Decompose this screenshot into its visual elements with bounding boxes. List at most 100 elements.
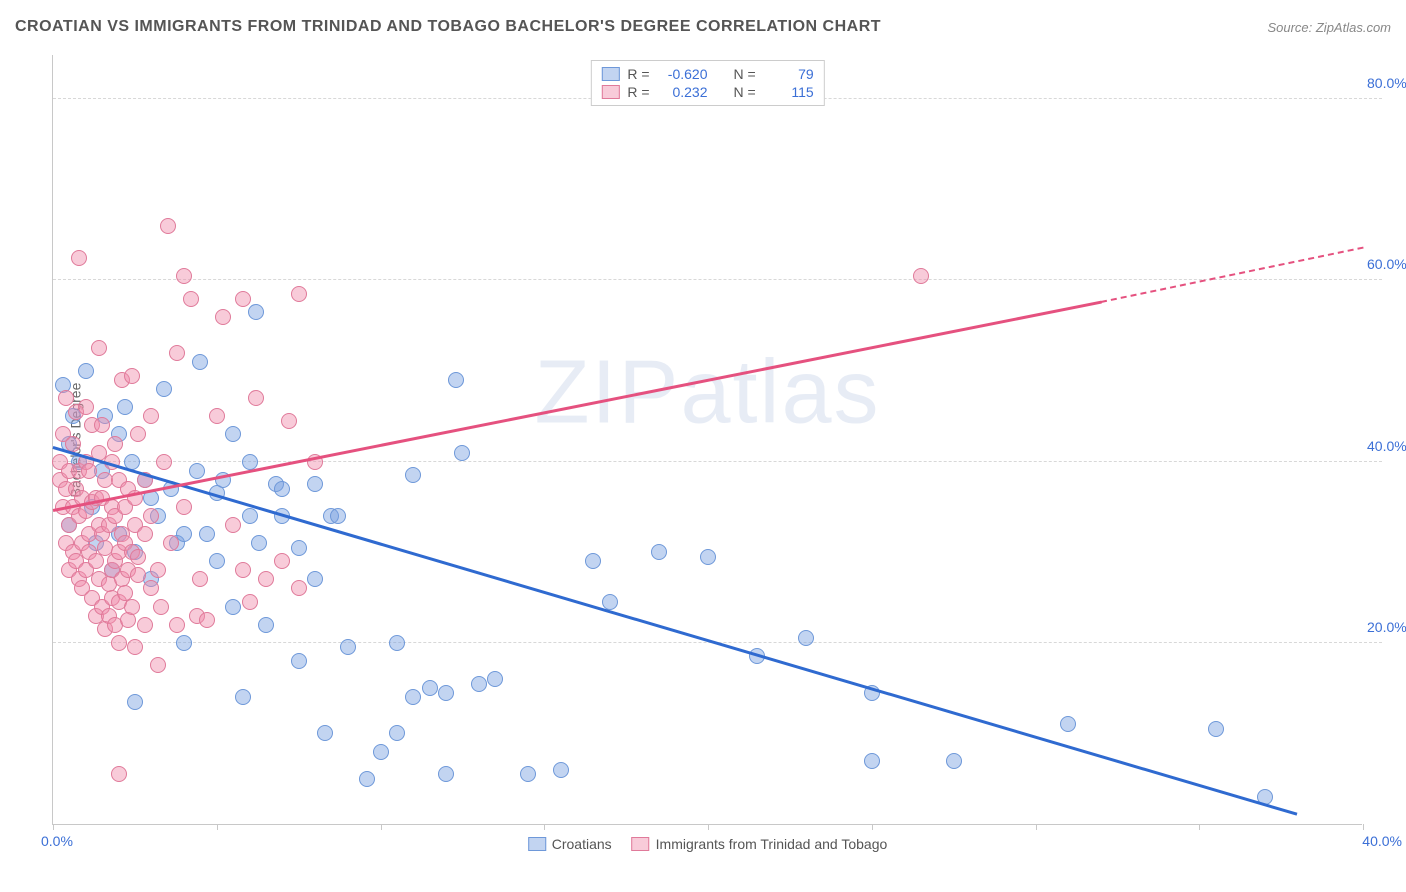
data-point xyxy=(330,508,346,524)
swatch-icon xyxy=(632,837,650,851)
data-point xyxy=(150,562,166,578)
data-point xyxy=(137,617,153,633)
data-point xyxy=(291,286,307,302)
data-point xyxy=(389,635,405,651)
data-point xyxy=(520,766,536,782)
data-point xyxy=(242,508,258,524)
data-point xyxy=(258,571,274,587)
data-point xyxy=(137,526,153,542)
data-point xyxy=(291,653,307,669)
stat-n-label: N = xyxy=(734,66,756,82)
x-end-label: 40.0% xyxy=(1362,833,1402,849)
data-point xyxy=(192,354,208,370)
data-point xyxy=(225,599,241,615)
series-legend: Croatians Immigrants from Trinidad and T… xyxy=(528,836,888,852)
data-point xyxy=(291,580,307,596)
data-point xyxy=(235,689,251,705)
y-tick-label: 80.0% xyxy=(1367,75,1406,91)
data-point xyxy=(454,445,470,461)
data-point xyxy=(242,454,258,470)
data-point xyxy=(248,304,264,320)
data-point xyxy=(192,571,208,587)
x-tick xyxy=(1036,824,1037,830)
data-point xyxy=(274,481,290,497)
data-point xyxy=(242,594,258,610)
data-point xyxy=(78,363,94,379)
data-point xyxy=(176,499,192,515)
data-point xyxy=(78,399,94,415)
data-point xyxy=(176,268,192,284)
trend-line xyxy=(53,446,1298,815)
data-point xyxy=(307,571,323,587)
data-point xyxy=(235,291,251,307)
data-point xyxy=(91,340,107,356)
stat-r-label: R = xyxy=(627,84,649,100)
data-point xyxy=(864,753,880,769)
data-point xyxy=(209,553,225,569)
stat-legend: R = -0.620 N = 79 R = 0.232 N = 115 xyxy=(590,60,824,106)
data-point xyxy=(235,562,251,578)
source-label: Source: ZipAtlas.com xyxy=(1267,20,1391,35)
data-point xyxy=(120,612,136,628)
data-point xyxy=(700,549,716,565)
data-point xyxy=(156,381,172,397)
data-point xyxy=(215,309,231,325)
data-point xyxy=(71,250,87,266)
data-point xyxy=(163,535,179,551)
swatch-icon xyxy=(601,67,619,81)
data-point xyxy=(281,413,297,429)
y-tick-label: 40.0% xyxy=(1367,438,1406,454)
data-point xyxy=(373,744,389,760)
data-point xyxy=(274,553,290,569)
trend-line xyxy=(1101,247,1363,303)
data-point xyxy=(258,617,274,633)
x-tick xyxy=(1199,824,1200,830)
data-point xyxy=(340,639,356,655)
legend-label: Croatians xyxy=(552,836,612,852)
data-point xyxy=(471,676,487,692)
y-tick-label: 60.0% xyxy=(1367,256,1406,272)
data-point xyxy=(553,762,569,778)
data-point xyxy=(143,508,159,524)
x-tick xyxy=(544,824,545,830)
data-point xyxy=(248,390,264,406)
stat-legend-row: R = -0.620 N = 79 xyxy=(601,65,813,83)
data-point xyxy=(143,580,159,596)
data-point xyxy=(88,553,104,569)
data-point xyxy=(448,372,464,388)
x-origin-label: 0.0% xyxy=(41,833,73,849)
y-tick-label: 20.0% xyxy=(1367,619,1406,635)
data-point xyxy=(389,725,405,741)
stat-r-label: R = xyxy=(627,66,649,82)
data-point xyxy=(189,463,205,479)
stat-r-value: 0.232 xyxy=(658,84,708,100)
data-point xyxy=(160,218,176,234)
stat-legend-row: R = 0.232 N = 115 xyxy=(601,83,813,101)
data-point xyxy=(317,725,333,741)
x-tick xyxy=(708,824,709,830)
data-point xyxy=(176,635,192,651)
data-point xyxy=(209,408,225,424)
data-point xyxy=(130,426,146,442)
data-point xyxy=(405,467,421,483)
data-point xyxy=(124,599,140,615)
data-point xyxy=(438,766,454,782)
data-point xyxy=(156,454,172,470)
data-point xyxy=(1208,721,1224,737)
data-point xyxy=(422,680,438,696)
data-point xyxy=(405,689,421,705)
gridline xyxy=(53,279,1382,280)
data-point xyxy=(169,345,185,361)
data-point xyxy=(291,540,307,556)
data-point xyxy=(127,639,143,655)
legend-item: Croatians xyxy=(528,836,612,852)
data-point xyxy=(946,753,962,769)
stat-r-value: -0.620 xyxy=(658,66,708,82)
data-point xyxy=(94,417,110,433)
stat-n-value: 79 xyxy=(764,66,814,82)
stat-n-label: N = xyxy=(734,84,756,100)
data-point xyxy=(127,694,143,710)
data-point xyxy=(798,630,814,646)
x-tick xyxy=(217,824,218,830)
data-point xyxy=(359,771,375,787)
